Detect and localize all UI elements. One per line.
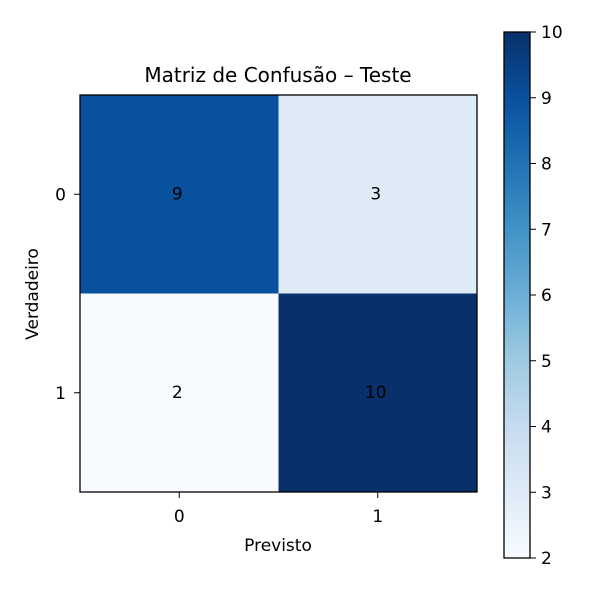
colorbar-ticks: 2 3 4 5 6 7 8 9 10 xyxy=(530,23,563,569)
y-tick-label: 0 xyxy=(55,185,66,205)
cell-value-label: 3 xyxy=(370,184,381,204)
heatmap-cells xyxy=(80,95,477,492)
y-axis-label: Verdadeiro xyxy=(23,248,43,340)
colorbar-tick-label: 2 xyxy=(541,549,552,569)
heatmap-cell-r0-c0 xyxy=(80,95,279,294)
x-tick-label: 0 xyxy=(174,507,185,527)
x-axis-label: Previsto xyxy=(244,536,312,556)
cell-value-label: 9 xyxy=(172,184,183,204)
colorbar-tick-label: 4 xyxy=(541,418,552,438)
x-tick-label: 1 xyxy=(372,507,383,527)
plot-frame xyxy=(79,94,478,493)
y-axis-ticks: 01 xyxy=(55,185,80,404)
heatmap-cell-r0-c1 xyxy=(278,95,477,294)
colorbar-tick-label: 5 xyxy=(541,352,552,372)
colorbar xyxy=(503,31,531,559)
colorbar-tick-label: 8 xyxy=(541,155,552,175)
colorbar-tick-label: 3 xyxy=(541,483,552,503)
cell-value-label: 2 xyxy=(172,383,183,403)
y-tick-label: 1 xyxy=(55,384,66,404)
heatmap-cell-labels: 9 3 2 10 xyxy=(172,184,387,403)
heatmap-cell-r1-c0 xyxy=(80,293,279,492)
cell-value-label: 10 xyxy=(365,383,387,403)
colorbar-tick-label: 9 xyxy=(541,89,552,109)
colorbar-tick-label: 6 xyxy=(541,286,552,306)
chart-title: Matriz de Confusão – Teste xyxy=(144,63,411,87)
colorbar-tick-label: 7 xyxy=(541,220,552,240)
colorbar-tick-label: 10 xyxy=(541,23,563,43)
heatmap-cell-r1-c1 xyxy=(278,293,477,492)
